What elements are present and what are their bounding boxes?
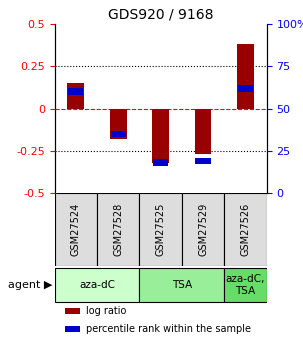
- Text: log ratio: log ratio: [86, 306, 127, 316]
- FancyBboxPatch shape: [139, 268, 224, 302]
- Bar: [67, 83, 84, 109]
- FancyBboxPatch shape: [182, 193, 224, 266]
- Text: GSM27525: GSM27525: [155, 203, 166, 256]
- FancyBboxPatch shape: [224, 193, 267, 266]
- FancyBboxPatch shape: [139, 193, 182, 266]
- FancyBboxPatch shape: [55, 193, 97, 266]
- FancyBboxPatch shape: [55, 268, 139, 302]
- Text: GSM27524: GSM27524: [71, 203, 81, 256]
- Bar: [195, 158, 211, 165]
- Text: agent ▶: agent ▶: [8, 280, 52, 290]
- Text: percentile rank within the sample: percentile rank within the sample: [86, 324, 251, 334]
- Bar: [237, 45, 254, 109]
- Bar: [65, 326, 80, 332]
- Text: aza-dC: aza-dC: [79, 280, 115, 290]
- Text: GSM27529: GSM27529: [198, 203, 208, 256]
- Text: aza-dC,
TSA: aza-dC, TSA: [226, 274, 265, 296]
- Bar: [153, 159, 168, 166]
- Text: GSM27526: GSM27526: [240, 203, 251, 256]
- Bar: [111, 131, 126, 137]
- Text: GSM27528: GSM27528: [113, 203, 123, 256]
- Text: TSA: TSA: [172, 280, 192, 290]
- Bar: [110, 109, 127, 139]
- FancyBboxPatch shape: [224, 268, 267, 302]
- Bar: [238, 85, 253, 92]
- Bar: [152, 109, 169, 163]
- FancyBboxPatch shape: [97, 193, 139, 266]
- Title: GDS920 / 9168: GDS920 / 9168: [108, 8, 213, 22]
- Bar: [195, 109, 211, 154]
- Bar: [68, 88, 83, 95]
- Bar: [65, 308, 80, 314]
